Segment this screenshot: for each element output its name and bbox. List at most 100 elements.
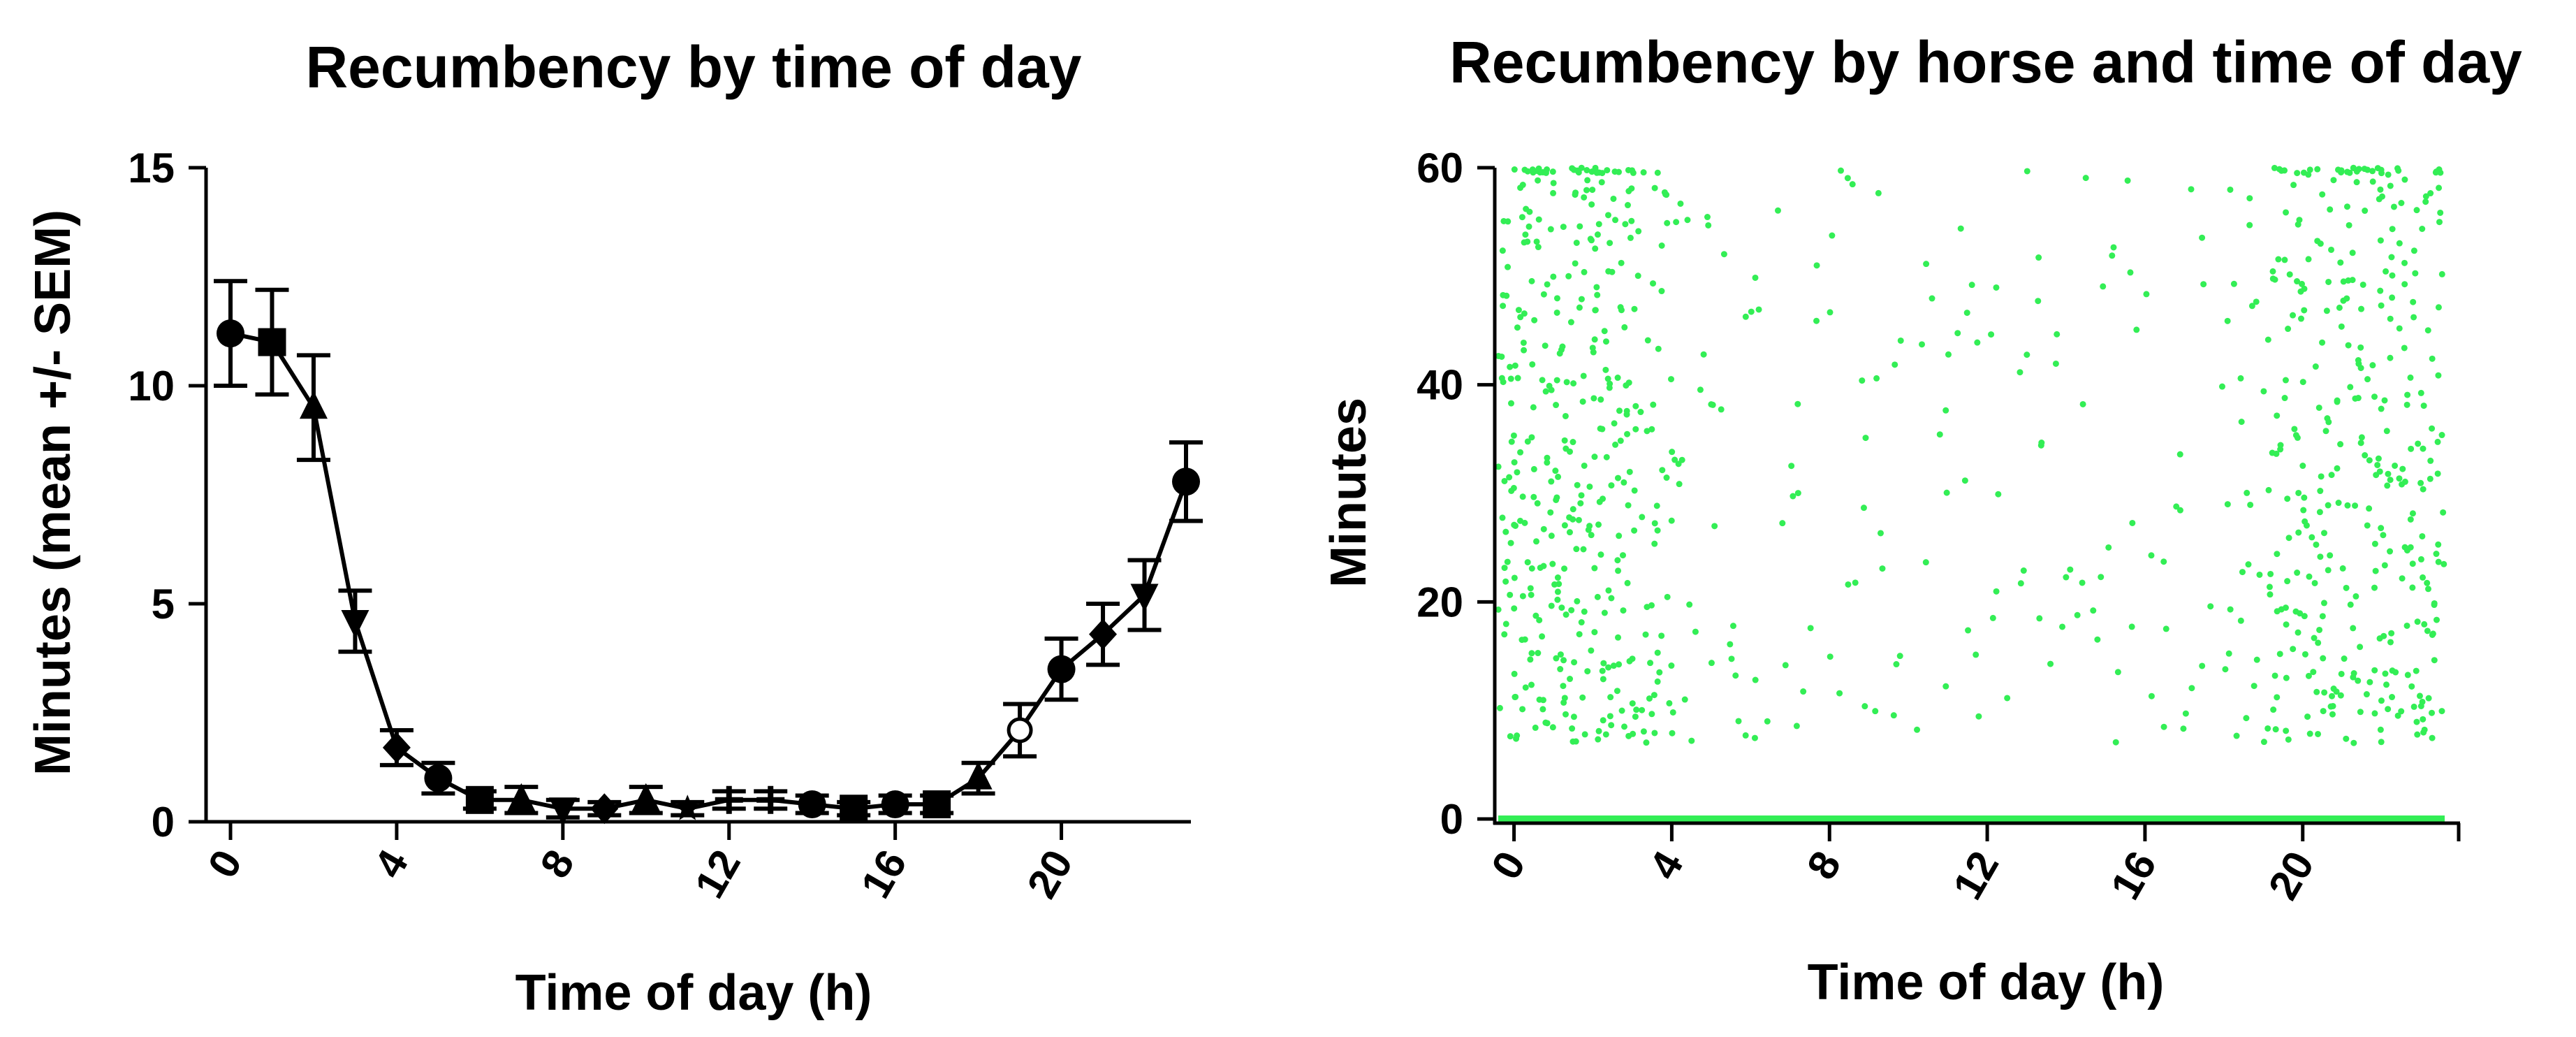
scatter-point	[1709, 401, 1716, 408]
scatter-point	[2325, 567, 2332, 574]
scatter-point	[1510, 432, 1517, 439]
scatter-point	[1627, 234, 1634, 241]
scatter-point	[1500, 303, 1507, 310]
scatter-point	[2315, 639, 2322, 646]
scatter-point	[1813, 317, 1820, 324]
scatter-point	[1891, 361, 1898, 368]
scatter-point	[1592, 245, 1599, 252]
right-y-tick-label: 60	[1417, 145, 1463, 191]
scatter-point	[1569, 516, 1576, 523]
scatter-point	[1602, 366, 1609, 373]
scatter-point	[2387, 354, 2394, 361]
scatter-point	[2385, 470, 2392, 477]
scatter-point	[2417, 389, 2424, 396]
scatter-point	[2295, 221, 2301, 228]
scatter-point	[1580, 372, 1587, 379]
scatter-point	[1511, 605, 1518, 612]
scatter-point	[1625, 166, 1632, 173]
scatter-point	[2276, 651, 2283, 658]
scatter-point	[1540, 291, 1547, 298]
scatter-point	[2110, 244, 2117, 251]
scatter-point	[2403, 622, 2410, 629]
scatter-point	[1993, 588, 2000, 595]
scatter-point	[2327, 206, 2334, 213]
scatter-point	[1597, 396, 1604, 403]
scatter-point	[1631, 527, 1638, 534]
scatter-point	[1718, 406, 1725, 413]
scatter-point	[1975, 713, 1982, 720]
scatter-point	[1553, 309, 1560, 316]
scatter-point	[2388, 630, 2395, 637]
scatter-point	[2282, 377, 2289, 384]
scatter-point	[1617, 304, 1624, 311]
scatter-point	[2323, 307, 2330, 314]
scatter-point	[2416, 692, 2423, 699]
scatter-point	[2376, 196, 2383, 203]
scatter-point	[2424, 579, 2431, 586]
scatter-point	[1618, 707, 1625, 714]
scatter-point	[2435, 541, 2442, 548]
scatter-point	[2036, 615, 2043, 622]
scatter-point	[2035, 254, 2042, 261]
scatter-point	[1988, 331, 1995, 338]
scatter-point	[1632, 426, 1639, 433]
scatter-point	[1686, 601, 1693, 608]
scatter-point	[1862, 435, 1869, 442]
scatter-point	[1544, 459, 1551, 466]
left-x-tick-label: 0	[199, 842, 251, 885]
scatter-point	[2396, 325, 2403, 332]
scatter-point	[1616, 168, 1623, 175]
scatter-point	[1539, 377, 1546, 384]
scatter-point	[1628, 185, 1635, 192]
scatter-point	[1764, 718, 1771, 725]
scatter-point	[2435, 558, 2442, 565]
scatter-point	[2160, 558, 2167, 565]
scatter-point	[1600, 676, 1607, 683]
scatter-point	[1893, 661, 1900, 668]
scatter-point	[1525, 223, 1532, 230]
scatter-point	[1794, 490, 1801, 497]
scatter-point	[1507, 400, 1514, 407]
scatter-point	[2266, 583, 2273, 590]
scatter-point	[1607, 240, 1613, 247]
scatter-point	[1583, 167, 1590, 174]
right-x-tick-label: 4	[1640, 843, 1692, 887]
scatter-point	[1779, 520, 1786, 527]
scatter-point	[1522, 684, 1529, 691]
scatter-point	[2176, 451, 2183, 458]
scatter-point	[2434, 438, 2441, 445]
scatter-point	[2327, 703, 2334, 710]
scatter-point	[2325, 278, 2332, 285]
scatter-point	[1574, 167, 1581, 174]
scatter-point	[2387, 548, 2394, 555]
scatter-point	[1587, 235, 1594, 242]
scatter-point	[2314, 166, 2321, 173]
scatter-point	[1511, 521, 1518, 528]
scatter-point	[2420, 574, 2427, 581]
scatter-point	[1567, 448, 1574, 455]
scatter-point	[2390, 203, 2397, 210]
scatter-point	[2427, 457, 2434, 464]
scatter-point	[2364, 166, 2371, 173]
scatter-point	[1669, 709, 1676, 716]
scatter-point	[2317, 240, 2324, 247]
scatter-point	[2344, 502, 2351, 509]
data-point	[1089, 618, 1118, 650]
scatter-point	[1813, 262, 1820, 269]
scatter-point	[1535, 650, 1542, 657]
scatter-point	[1608, 482, 1615, 489]
scatter-point	[1615, 634, 1622, 641]
scatter-point	[1605, 664, 1612, 671]
scatter-point	[1651, 730, 1658, 737]
scatter-point	[1570, 713, 1577, 720]
scatter-point	[2378, 405, 2385, 412]
scatter-point	[2438, 432, 2445, 439]
scatter-point	[1518, 637, 1525, 644]
scatter-point	[2100, 283, 2107, 290]
scatter-point	[1539, 706, 1546, 713]
scatter-point	[1515, 307, 1522, 314]
scatter-point	[2403, 547, 2410, 554]
scatter-point	[2114, 669, 2121, 676]
scatter-point	[2243, 715, 2250, 722]
scatter-point	[1612, 217, 1619, 224]
